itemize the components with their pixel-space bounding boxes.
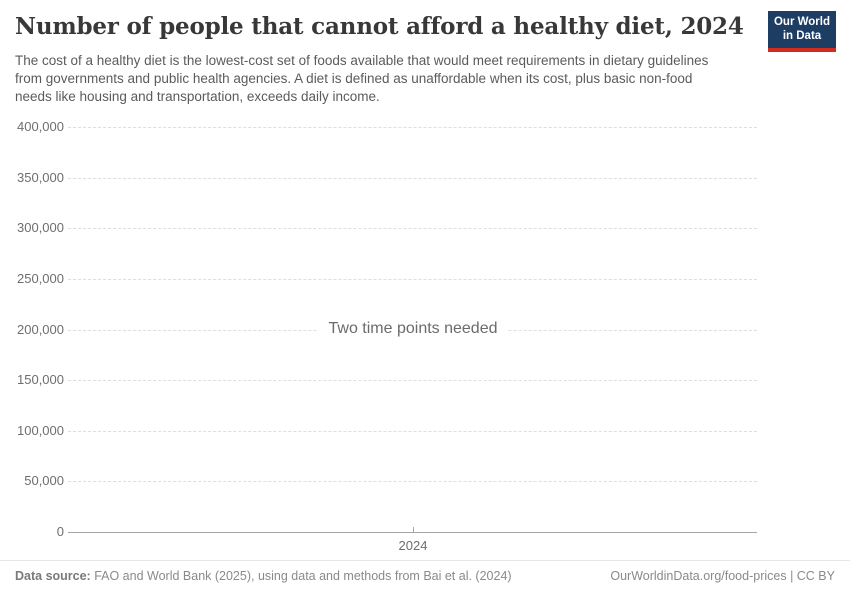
y-axis-tick-label: 150,000 bbox=[17, 372, 64, 388]
chart-footer: Data source: FAO and World Bank (2025), … bbox=[0, 568, 850, 584]
y-axis-tick-label: 300,000 bbox=[17, 220, 64, 236]
gridline bbox=[68, 380, 757, 382]
owid-logo-line1: Our World bbox=[773, 16, 830, 28]
x-axis-baseline bbox=[68, 532, 757, 533]
gridline bbox=[68, 177, 757, 179]
gridline bbox=[68, 481, 757, 483]
y-axis-tick-label: 250,000 bbox=[17, 270, 64, 286]
chart-subtitle: The cost of a healthy diet is the lowest… bbox=[15, 53, 709, 104]
owid-logo-line2: in Data bbox=[782, 29, 822, 42]
y-axis-tick-label: 200,000 bbox=[17, 321, 64, 337]
gridline bbox=[68, 127, 757, 128]
owid-logo: Our World in Data bbox=[768, 11, 836, 52]
y-axis-tick-label: 400,000 bbox=[17, 119, 64, 134]
data-source-text: FAO and World Bank (2025), using data an… bbox=[90, 569, 512, 583]
y-axis-tick-label: 0 bbox=[56, 524, 64, 539]
chart-title: Number of people that cannot afford a he… bbox=[15, 13, 744, 40]
gridline bbox=[68, 228, 757, 230]
empty-state-message: Two time points needed bbox=[318, 318, 508, 340]
x-axis-tick-mark bbox=[413, 527, 414, 532]
y-axis-tick-label: 350,000 bbox=[17, 169, 64, 185]
data-source-note: Data source: FAO and World Bank (2025), … bbox=[15, 568, 512, 584]
y-axis-tick-label: 100,000 bbox=[17, 422, 64, 438]
gridline bbox=[68, 430, 757, 432]
y-axis-tick-label: 50,000 bbox=[24, 473, 64, 489]
x-axis-tick-label: 2024 bbox=[398, 538, 428, 553]
gridline bbox=[68, 278, 757, 280]
footer-divider bbox=[0, 560, 850, 561]
data-source-label: Data source: bbox=[15, 569, 91, 583]
attribution-link[interactable]: OurWorldinData.org/food-prices | CC BY bbox=[610, 569, 835, 583]
